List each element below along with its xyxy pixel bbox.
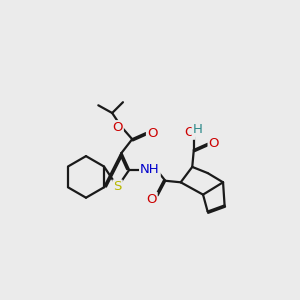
Text: O: O xyxy=(147,127,158,140)
Text: S: S xyxy=(113,180,122,194)
Text: O: O xyxy=(146,193,157,206)
Text: NH: NH xyxy=(140,164,160,176)
Text: H: H xyxy=(193,123,202,136)
Text: O: O xyxy=(208,137,219,150)
Text: O: O xyxy=(184,126,194,139)
Text: O: O xyxy=(112,121,123,134)
